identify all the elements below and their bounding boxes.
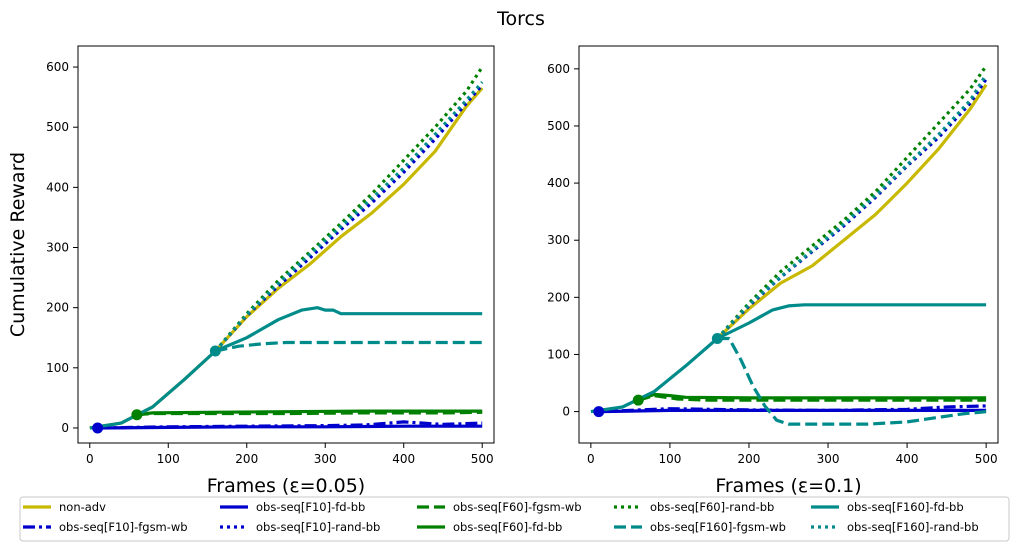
- figure-title: Torcs: [496, 8, 545, 30]
- legend-label: obs-seq[F160]-fgsm-wb: [650, 520, 786, 534]
- series-line: [215, 340, 483, 353]
- x-tick-label: 100: [157, 452, 180, 466]
- x-tick-label: 400: [392, 452, 415, 466]
- legend-box: [19, 496, 1010, 542]
- attack-start-marker: [92, 422, 104, 434]
- legend: non-adv obs-seq[F10]-fgsm-wb obs-seq[F10]-…: [19, 496, 1010, 542]
- legend-label: obs-seq[F10]-fgsm-wb: [59, 520, 188, 534]
- series-line: [717, 336, 987, 426]
- legend-label: obs-seq[F10]-fd-bb: [256, 500, 365, 514]
- attack-start-marker: [711, 332, 723, 344]
- legend-label: obs-seq[F60]-fgsm-wb: [453, 500, 582, 514]
- y-tick-label: 500: [547, 119, 570, 133]
- x-tick-label: 0: [86, 452, 94, 466]
- plot-frame: [578, 45, 999, 444]
- series-line: [598, 404, 987, 414]
- y-tick-label: 0: [562, 405, 570, 419]
- x-tick-label: 0: [587, 452, 595, 466]
- y-axis-label: Cumulative Reward: [7, 152, 29, 337]
- y-tick-label: 0: [61, 421, 69, 435]
- y-tick-label: 200: [547, 290, 570, 304]
- x-tick-label: 200: [235, 452, 258, 466]
- attack-start-marker: [593, 406, 605, 418]
- series-line: [136, 410, 483, 417]
- subplot-2: 0 100 200 300 400 500 0 100 200 300 400 500 600 Frame…: [547, 45, 999, 497]
- y-tick-label: 600: [46, 60, 69, 74]
- series-line: [214, 81, 484, 353]
- y-tick-label: 400: [46, 180, 69, 194]
- x-tick-label: 500: [471, 452, 494, 466]
- x-tick-label: 200: [738, 452, 761, 466]
- x-tick-label: 300: [314, 452, 337, 466]
- subplot-1: 0 100 200 300 400 500 0 100 200 300 400 500 600 Frame…: [7, 45, 495, 497]
- attack-start-marker: [632, 394, 644, 406]
- legend-label: obs-seq[F10]-rand-bb: [256, 520, 380, 534]
- x-axis-label: Frames (ε=0.1): [715, 475, 861, 497]
- y-tick-label: 400: [547, 176, 570, 190]
- attack-start-marker: [209, 345, 221, 357]
- series-line: [136, 409, 483, 417]
- legend-label: obs-seq[F60]-rand-bb: [650, 500, 774, 514]
- x-tick-label: 100: [658, 452, 681, 466]
- x-tick-label: 500: [975, 452, 998, 466]
- plot-frame: [77, 45, 495, 444]
- y-tick-label: 300: [547, 233, 570, 247]
- series-line: [89, 306, 483, 430]
- x-tick-label: 300: [817, 452, 840, 466]
- series-line: [598, 408, 987, 414]
- series-line: [716, 78, 988, 340]
- attack-start-marker: [131, 409, 143, 421]
- y-tick-label: 100: [547, 347, 570, 361]
- x-axis-label: Frames (ε=0.05): [207, 475, 365, 497]
- x-tick-label: 400: [896, 452, 919, 466]
- series-line: [214, 84, 484, 353]
- series-group: [89, 66, 484, 430]
- y-tick-label: 200: [46, 301, 69, 315]
- series-line: [716, 83, 988, 340]
- series-line: [590, 303, 987, 414]
- series-line: [97, 424, 483, 430]
- y-tick-label: 500: [46, 120, 69, 134]
- series-line: [89, 87, 484, 430]
- y-tick-label: 600: [547, 62, 570, 76]
- y-tick-label: 100: [46, 361, 69, 375]
- series-group: [590, 65, 988, 426]
- legend-label: non-adv: [59, 500, 106, 514]
- legend-label: obs-seq[F160]-rand-bb: [847, 520, 979, 534]
- legend-label: obs-seq[F60]-fd-bb: [453, 520, 562, 534]
- series-line: [716, 73, 988, 340]
- legend-label: obs-seq[F160]-fd-bb: [847, 500, 964, 514]
- series-line: [637, 392, 987, 402]
- y-tick-label: 300: [46, 241, 69, 255]
